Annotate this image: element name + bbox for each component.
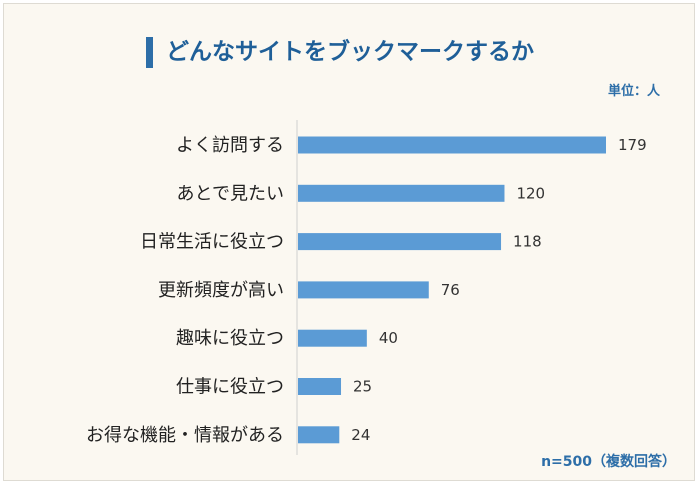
sample-note: n=500（複数回答） [541,454,676,470]
title-accent-bar [146,37,153,68]
bar [298,281,429,299]
value-label: 118 [513,233,542,251]
value-label: 76 [441,281,460,299]
category-label: よく訪問する [176,135,284,156]
bar [298,184,505,202]
category-label: 趣味に役立つ [176,328,284,349]
value-label: 25 [353,378,372,396]
category-label: 日常生活に役立つ [140,232,284,253]
value-label: 120 [516,184,545,202]
category-label: 仕事に役立つ [176,377,284,398]
value-label: 40 [379,329,398,347]
bar [298,329,367,347]
bar [298,136,606,154]
bar [298,233,502,251]
bar [298,426,340,444]
category-label: あとで見たい [177,183,284,204]
value-label: 24 [351,426,370,444]
chart-title: どんなサイトをブックマークするか [166,39,534,65]
unit-label: 単位：人 [607,84,660,99]
value-label: 179 [618,136,647,154]
category-label: お得な機能・情報がある [86,425,284,446]
bar [298,378,342,395]
category-label: 更新頻度が高い [158,280,284,301]
